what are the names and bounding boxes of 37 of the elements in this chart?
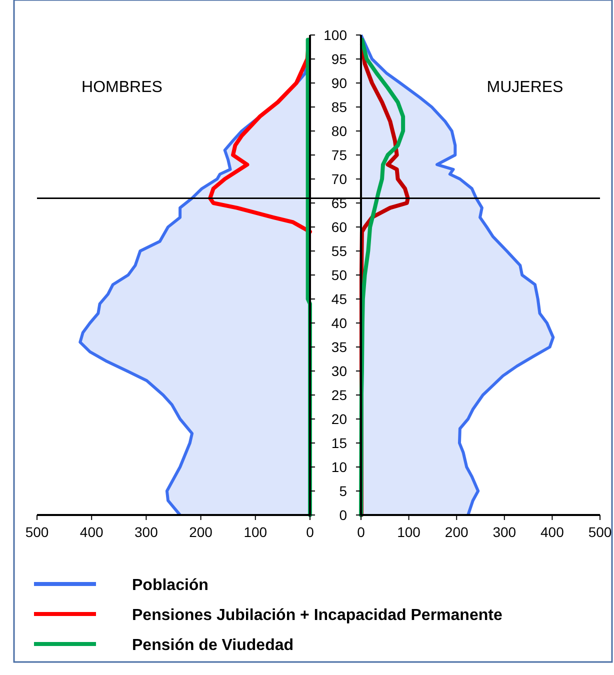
y-tick-label: 35 xyxy=(331,339,348,355)
y-tick-label: 5 xyxy=(339,483,348,499)
y-tick-label: 50 xyxy=(331,267,348,283)
text: MUJERES xyxy=(486,79,564,96)
y-tick-label: 60 xyxy=(331,219,348,235)
y-tick-label: 90 xyxy=(331,75,348,91)
y-tick-label: 55 xyxy=(331,243,348,259)
y-tick-label: 25 xyxy=(331,387,348,403)
x-tick-label: 500 xyxy=(588,524,612,540)
x-tick-label: 400 xyxy=(540,524,564,540)
text: HOMBRES xyxy=(82,79,162,96)
y-tick-label: 80 xyxy=(331,123,348,139)
y-tick-label: 0 xyxy=(339,507,348,523)
x-tick-label: 200 xyxy=(444,524,468,540)
y-tick-label: 40 xyxy=(331,315,348,331)
y-tick-label: 95 xyxy=(331,51,348,67)
x-tick-label: 100 xyxy=(244,524,268,540)
y-tick-label: 30 xyxy=(331,363,348,379)
y-tick-label: 15 xyxy=(331,435,348,451)
x-tick-label: 200 xyxy=(189,524,213,540)
legend-label: Pensión de Viudedad xyxy=(132,637,294,654)
y-tick-label: 20 xyxy=(331,411,348,427)
legend-label: Población xyxy=(132,577,208,594)
x-tick-label: 0 xyxy=(357,524,366,540)
y-tick-label: 75 xyxy=(331,147,348,163)
x-tick-label: 400 xyxy=(80,524,104,540)
y-tick-label: 70 xyxy=(331,171,348,187)
x-tick-label: 500 xyxy=(25,524,49,540)
y-tick-label: 100 xyxy=(324,27,348,43)
y-tick-label: 85 xyxy=(331,99,348,115)
y-tick-label: 10 xyxy=(331,459,348,475)
x-tick-label: 0 xyxy=(306,524,314,540)
legend-label: Pensiones Jubilación + Incapacidad Permanente xyxy=(132,607,502,624)
y-tick-label: 45 xyxy=(331,291,348,307)
x-tick-label: 300 xyxy=(134,524,158,540)
x-tick-label: 300 xyxy=(492,524,516,540)
x-tick-label: 100 xyxy=(397,524,421,540)
